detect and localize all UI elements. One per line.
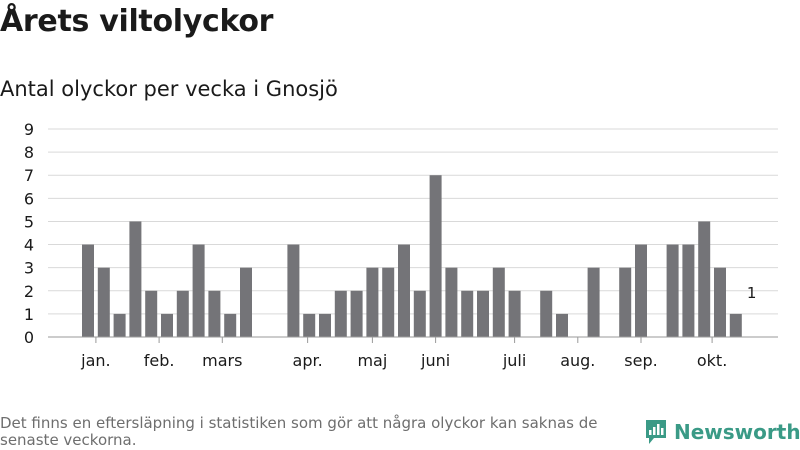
bar — [161, 313, 173, 337]
x-tick-label: juni — [420, 351, 450, 370]
bar — [461, 290, 474, 337]
y-tick-label: 7 — [24, 166, 34, 185]
bar — [666, 244, 679, 337]
x-tick-label: okt. — [697, 351, 727, 370]
x-tick-label: jan. — [80, 351, 110, 370]
chart-title: Årets viltolyckor — [0, 4, 274, 39]
bar — [113, 313, 126, 337]
bar — [350, 290, 363, 337]
x-tick-label: apr. — [293, 351, 323, 370]
chart-subtitle: Antal olyckor per vecka i Gnosjö — [0, 77, 338, 101]
x-tick-label: aug. — [560, 351, 595, 370]
bar — [145, 290, 158, 337]
bar — [413, 290, 426, 337]
bar — [224, 313, 237, 337]
bar — [366, 267, 379, 337]
x-tick-label: maj — [357, 351, 387, 370]
bar — [682, 244, 695, 337]
bar — [619, 267, 632, 337]
bar — [382, 267, 395, 337]
x-tick-label: mars — [202, 351, 242, 370]
bar — [334, 290, 347, 337]
bar — [129, 221, 142, 337]
bar — [303, 313, 316, 337]
brand-name: Newsworthy — [674, 420, 800, 444]
bar — [729, 313, 742, 337]
y-tick-label: 6 — [24, 189, 34, 208]
bar — [192, 244, 205, 337]
bar — [97, 267, 110, 337]
bar — [540, 290, 553, 337]
bar — [287, 244, 300, 337]
bar — [176, 290, 189, 337]
bar — [492, 267, 505, 337]
bar — [587, 267, 600, 337]
footnote: Det finns en eftersläpning i statistiken… — [0, 414, 598, 449]
bar — [635, 244, 647, 337]
y-tick-label: 2 — [24, 282, 34, 301]
y-tick-label: 1 — [24, 305, 34, 324]
bar — [240, 267, 252, 337]
bar — [398, 244, 410, 337]
data-label: 1 — [747, 284, 757, 302]
y-tick-label: 8 — [24, 143, 34, 162]
x-tick-label: juli — [502, 351, 526, 370]
y-tick-label: 4 — [24, 236, 34, 255]
newsworthy-logo-icon — [646, 420, 666, 444]
bar — [698, 221, 711, 337]
y-tick-label: 3 — [24, 259, 34, 278]
bar-chart: 0 1 2 3 4 5 6 7 8 9 1 jan. feb. mars apr. maj juni juli au… — [24, 120, 778, 370]
bar — [319, 313, 331, 337]
bar — [556, 313, 568, 337]
y-tick-label: 5 — [24, 212, 34, 231]
bar — [82, 244, 94, 337]
bar — [208, 290, 221, 337]
y-tick-label: 0 — [24, 328, 34, 347]
x-tick-label: sep. — [624, 351, 657, 370]
bar — [714, 267, 726, 337]
bar — [477, 290, 489, 337]
brand-logo: Newsworthy — [644, 418, 800, 446]
bar — [429, 175, 442, 337]
x-tick-label: feb. — [144, 351, 175, 370]
bar — [445, 267, 458, 337]
bar — [508, 290, 521, 337]
y-tick-label: 9 — [24, 120, 34, 139]
